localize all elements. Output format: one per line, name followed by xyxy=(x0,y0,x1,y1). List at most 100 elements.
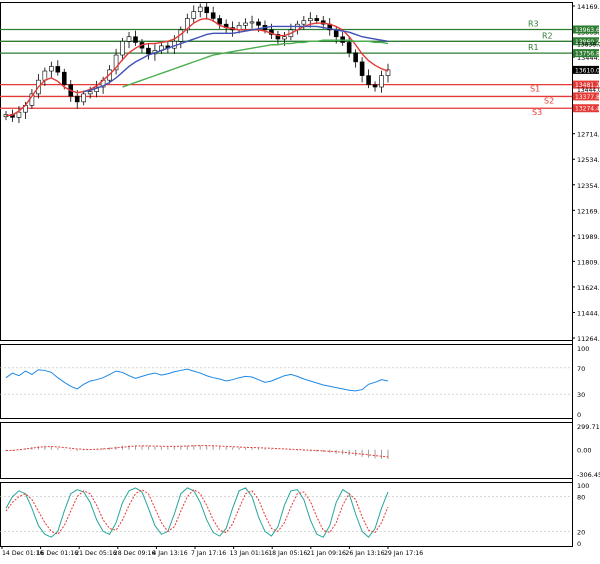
stoch-ytick-label: 0 xyxy=(577,540,581,548)
price-ytick-label: 13444.0 xyxy=(577,54,600,62)
candle-body xyxy=(87,91,93,95)
rsi-ytick-label: 0 xyxy=(577,411,581,419)
level-value-label: 13377.8 xyxy=(575,94,600,101)
macd-ytick-label: 299.71 xyxy=(577,423,600,431)
price-ytick-label: 12169.0 xyxy=(577,207,600,215)
candle-body xyxy=(133,36,138,43)
candle-body xyxy=(333,29,339,38)
rsi-ytick-label: 70 xyxy=(577,365,585,373)
candle-body xyxy=(366,75,371,86)
x-tick-label: 28 Dec 09:16 xyxy=(114,550,156,557)
panel-frame-rsi xyxy=(0,344,573,419)
price-extra-label: 13444.0 xyxy=(577,87,600,94)
x-tick-label: 13 Jan 01:16 xyxy=(230,550,269,557)
level-value-tag xyxy=(573,37,599,46)
price-ytick-label: 14169.0 xyxy=(577,3,600,11)
macd-ytick-label: -306.45 xyxy=(577,471,600,479)
x-tick-label: 26 Jan 13:16 xyxy=(345,550,384,557)
candle-body xyxy=(74,95,80,103)
level-name-r2: R2 xyxy=(542,31,553,40)
moving-average-3 xyxy=(122,39,389,88)
rsi-ytick-label: 30 xyxy=(577,391,585,399)
x-tick-label: 21 Jan 09:16 xyxy=(307,550,346,557)
level-name-r3: R3 xyxy=(528,19,539,28)
level-value-tag xyxy=(573,49,599,58)
price-extra-label: 13838.7 xyxy=(577,42,600,49)
level-value-label: 13274.4 xyxy=(575,106,600,113)
level-name-s3: S3 xyxy=(532,108,542,117)
price-ytick-label: 11444.0 xyxy=(577,309,600,317)
level-value-tag xyxy=(573,92,599,101)
candle-body xyxy=(249,21,255,24)
x-tick-label: 16 Dec 01:16 xyxy=(37,550,79,557)
macd-signal-line xyxy=(5,445,389,458)
candle-body xyxy=(256,21,261,26)
stoch-ytick-label: 20 xyxy=(577,528,585,536)
price-ytick-label: 12354.0 xyxy=(577,182,600,190)
level-name-s1: S1 xyxy=(530,85,540,94)
candle-body xyxy=(49,66,54,72)
candle-body xyxy=(359,61,365,76)
moving-average-2 xyxy=(83,25,389,93)
stoch-ytick-label: 80 xyxy=(577,494,585,502)
level-value-label: 13756.8 xyxy=(575,51,600,58)
candle-body xyxy=(61,71,67,86)
candle-body xyxy=(385,69,391,76)
candle-body xyxy=(308,18,313,22)
candle-body xyxy=(210,12,216,19)
level-value-label: 13481.2 xyxy=(575,82,600,89)
candle-body xyxy=(346,42,352,54)
level-value-tag xyxy=(573,104,599,113)
level-value-label: 13963.6 xyxy=(575,27,600,34)
x-tick-label: 7 Jan 17:16 xyxy=(191,550,226,557)
candle-body xyxy=(42,70,48,81)
price-ytick-label: 11989.0 xyxy=(577,233,600,241)
x-tick-label: 18 Jan 05:16 xyxy=(268,550,307,557)
candle-body xyxy=(113,54,119,71)
panel-frame-macd xyxy=(0,422,573,479)
rsi-line xyxy=(5,368,389,392)
level-value-tag xyxy=(573,80,599,89)
stochastic-line-1 xyxy=(5,487,389,538)
candle-body xyxy=(379,75,384,88)
moving-average-1 xyxy=(5,17,389,117)
candle-body xyxy=(197,6,203,12)
stoch-ytick-label: 100 xyxy=(577,482,589,490)
candle-body xyxy=(55,66,61,73)
x-tick-label: 21 Dec 05:16 xyxy=(75,550,117,557)
last-price-label: 13610.0 xyxy=(575,67,600,74)
rsi-ytick-label: 100 xyxy=(577,345,589,353)
candle-body xyxy=(146,47,151,55)
candle-body xyxy=(243,22,248,26)
price-ytick-label: 11624.0 xyxy=(577,284,600,292)
candle-body xyxy=(184,18,190,31)
stochastic-line-2 xyxy=(5,488,389,535)
level-value-tag xyxy=(573,25,599,34)
price-ytick-label: 12534.0 xyxy=(577,156,600,164)
candle-body xyxy=(282,36,287,40)
x-tick-label: 4 Jan 13:16 xyxy=(152,550,187,557)
level-value-label: 13860.2 xyxy=(575,39,600,46)
x-tick-label: 14 Dec 01:16 xyxy=(2,550,44,557)
candle-body xyxy=(275,34,281,40)
candle-body xyxy=(126,36,132,42)
x-tick-label: 29 Jan 17:16 xyxy=(384,550,423,557)
last-price-tag xyxy=(573,65,599,74)
panel-frame-stoch xyxy=(0,482,573,547)
candle-body xyxy=(301,20,307,25)
candle-body xyxy=(204,6,210,14)
candle-body xyxy=(16,111,22,118)
candle-body xyxy=(81,93,86,103)
level-name-s2: S2 xyxy=(544,96,554,105)
candle-body xyxy=(191,11,197,19)
price-ytick-label: 11264.0 xyxy=(577,335,600,343)
candle-body xyxy=(217,18,222,25)
price-ytick-label: 12714.0 xyxy=(577,131,600,139)
candle-body xyxy=(353,52,358,63)
price-ytick-label: 11809.0 xyxy=(577,258,600,266)
level-name-r1: R1 xyxy=(528,43,539,52)
candle-body xyxy=(314,18,320,22)
candle-body xyxy=(120,41,125,56)
